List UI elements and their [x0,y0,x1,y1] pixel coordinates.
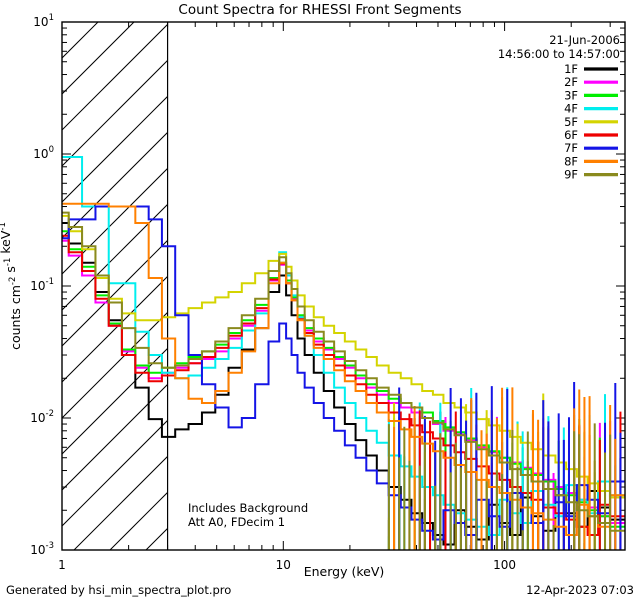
series-line-9f [62,211,625,532]
series-noise-9f [387,423,612,550]
legend-label-2f: 2F [564,75,578,89]
footer-generated-by: Generated by hsi_min_spectra_plot.pro [6,583,231,597]
legend-label-7f: 7F [564,141,578,155]
y-axis-label: counts cm-2 s-1 keV-1 [0,222,23,350]
x-tick-label: 1 [58,558,66,572]
series-line-1f [62,222,625,546]
observation-date: 21-Jun-2006 [549,33,620,47]
legend-label-1f: 1F [564,62,578,76]
legend-label-3f: 3F [564,88,578,102]
x-tick-label: 100 [493,558,516,572]
observation-time-range: 14:56:00 to 14:57:00 [498,47,620,61]
page-title: Count Spectra for RHESSI Front Segments [178,2,461,18]
y-axis-label-text: counts cm-2 s-1 keV-1 [0,222,23,350]
x-axis-label: Energy (keV) [304,564,385,579]
legend-label-5f: 5F [564,115,578,129]
legend-label-9f: 9F [564,168,578,182]
note-includes-background: Includes Background [188,501,308,515]
axis-ticks [61,21,625,551]
series-line-8f [62,202,625,536]
footer-timestamp: 12-Apr-2023 07:03 [526,583,634,597]
x-tick-label: 10 [276,558,291,572]
hatched-exclusion-band [62,22,168,550]
note-attenuator-state: Att A0, FDecim 1 [188,515,285,529]
legend-label-6f: 6F [564,128,578,142]
legend-label-4f: 4F [564,102,578,116]
legend-label-8f: 8F [564,154,578,168]
